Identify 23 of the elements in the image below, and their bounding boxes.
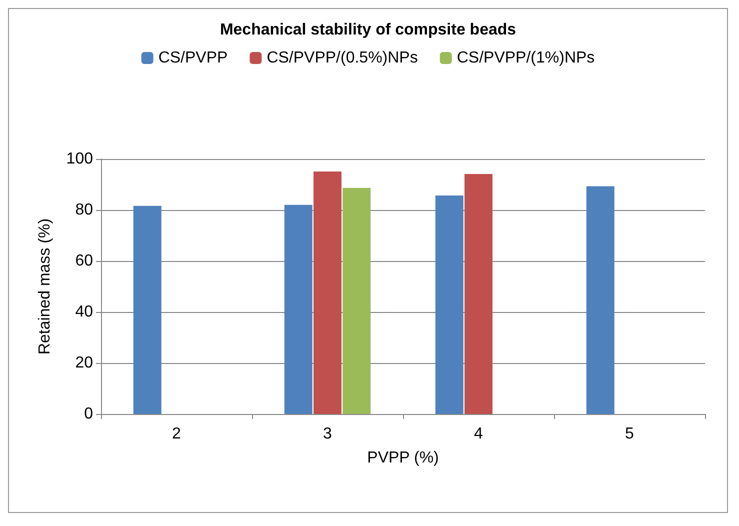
y-tick-label: 60 [75,252,94,270]
y-tick-label: 20 [75,354,94,372]
bar [314,171,342,414]
y-axis-title: Retained mass (%) [36,218,54,355]
bar [586,186,614,414]
y-tick-label: 100 [66,150,94,168]
bar [342,188,371,414]
legend-label: CS/PVPP [158,50,228,66]
bar [435,195,464,414]
legend-label: CS/PVPP/(0.5%)NPs [266,50,418,66]
y-tick-label: 40 [75,304,94,320]
bar [464,174,492,414]
x-tick-label: 4 [474,426,484,442]
chart-title: Mechanical stability of compsite beads [220,22,516,38]
x-axis-title: PVPP (%) [367,450,439,466]
x-tick-label: 2 [172,426,182,442]
bar [284,204,312,414]
y-tick-label: 80 [75,202,94,218]
bar [133,206,162,414]
x-tick-label: 3 [323,426,332,442]
legend-label: CS/PVPP/(1%)NPs [456,50,595,66]
x-tick-label: 5 [625,426,634,442]
y-tick-label: 0 [84,406,94,422]
